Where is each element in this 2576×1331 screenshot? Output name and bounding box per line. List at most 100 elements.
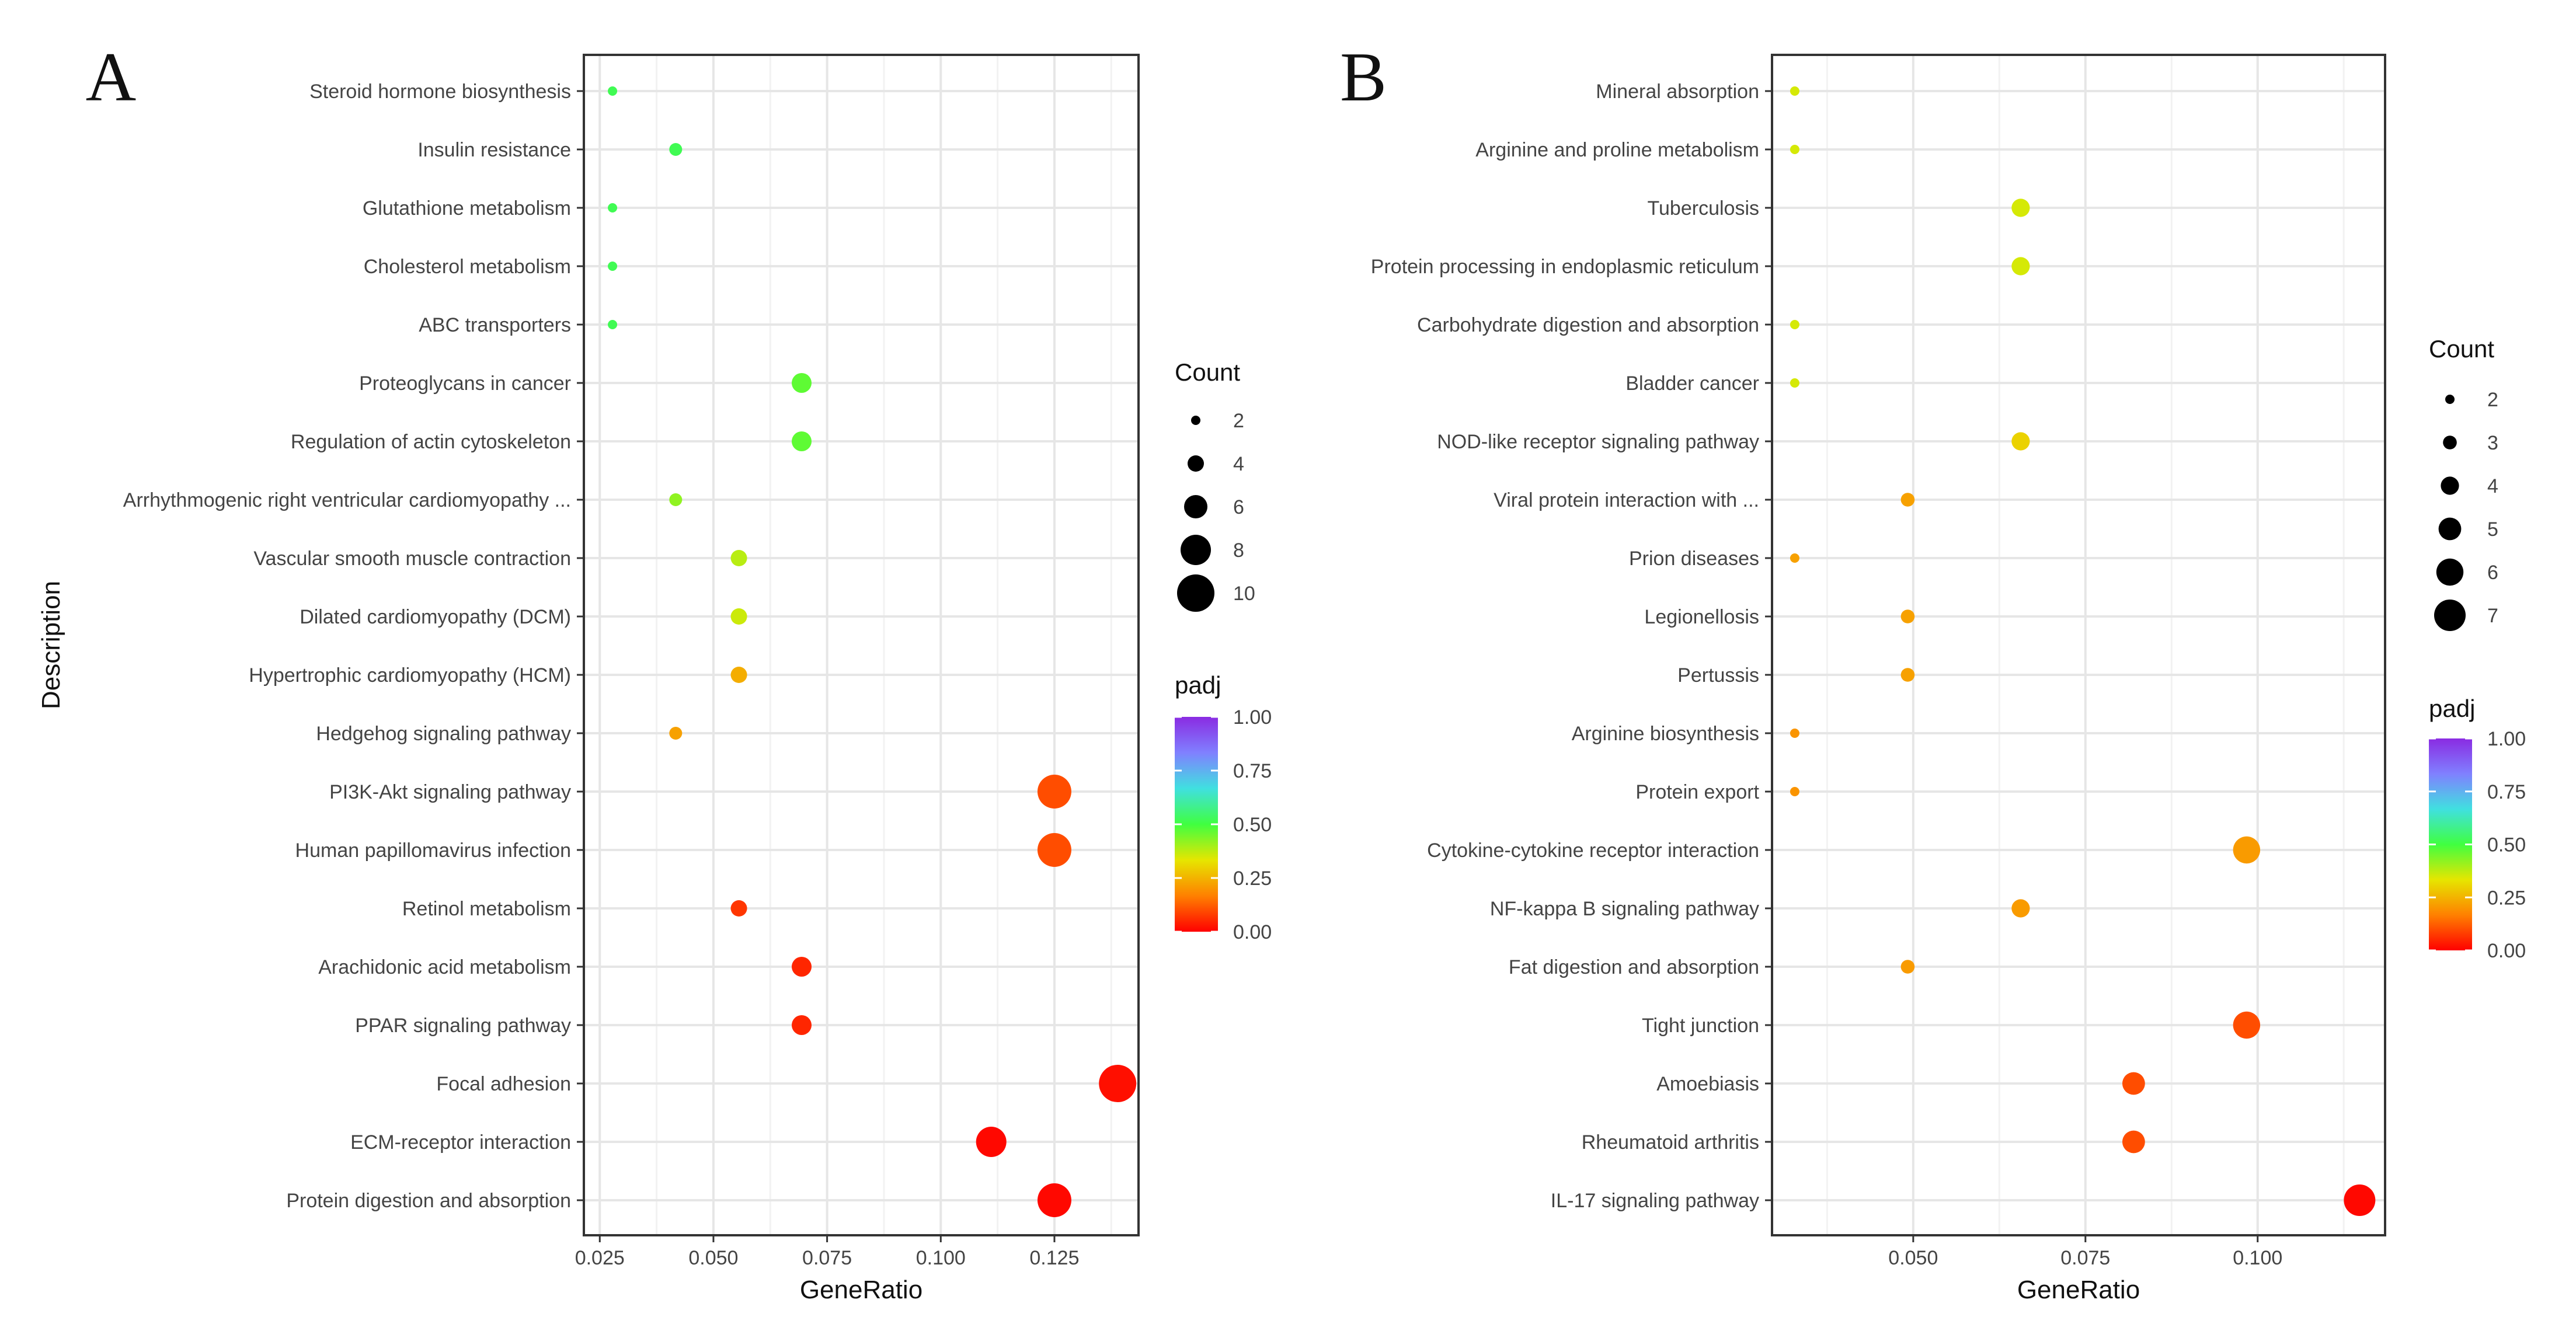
data-point <box>1037 833 1071 867</box>
data-point <box>669 143 683 156</box>
size-legend-key <box>2434 600 2466 631</box>
data-point <box>2344 1184 2376 1216</box>
size-legend-key <box>1177 574 1214 612</box>
data-point <box>2011 198 2030 217</box>
data-point <box>2233 1011 2261 1039</box>
color-legend-label: 0.75 <box>2487 781 2526 803</box>
data-point <box>608 86 618 96</box>
y-tick-label: Proteoglycans in cancer <box>359 372 571 395</box>
data-point <box>2011 257 2030 276</box>
y-tick-label: IL-17 signaling pathway <box>1551 1190 1759 1212</box>
data-point <box>1790 729 1799 738</box>
color-legend-label: 0.00 <box>2487 940 2526 962</box>
size-legend-label: 7 <box>2487 605 2498 627</box>
data-point <box>2233 836 2261 864</box>
size-legend-label: 4 <box>2487 475 2498 497</box>
y-tick-label: Protein export <box>1635 781 1759 803</box>
y-tick-label: Viral protein interaction with ... <box>1494 489 1759 511</box>
y-tick-label: NF-kappa B signaling pathway <box>1490 898 1759 920</box>
y-tick-label: Amoebiasis <box>1656 1073 1759 1095</box>
data-point <box>730 667 747 683</box>
y-tick-label: Carbohydrate digestion and absorption <box>1417 314 1759 336</box>
size-legend-label: 8 <box>1233 539 1244 562</box>
y-tick-label: PI3K-Akt signaling pathway <box>329 781 571 803</box>
data-point <box>608 320 618 329</box>
data-point <box>791 957 812 977</box>
plot-frame <box>1771 54 2386 1236</box>
y-tick-label: Insulin resistance <box>417 139 571 161</box>
data-point <box>730 900 747 917</box>
data-point <box>1037 1183 1071 1217</box>
y-tick-label: Focal adhesion <box>436 1073 571 1095</box>
y-tick-label: Glutathione metabolism <box>363 197 571 219</box>
y-tick-label: Human papillomavirus infection <box>295 839 571 862</box>
data-point <box>1900 493 1915 507</box>
data-point <box>669 727 683 740</box>
y-tick-label: Rheumatoid arthritis <box>1582 1131 1759 1154</box>
data-point <box>791 431 812 451</box>
y-tick-label: Bladder cancer <box>1625 372 1759 395</box>
data-point <box>976 1127 1007 1157</box>
data-point <box>608 262 618 271</box>
size-legend-label: 3 <box>2487 432 2498 454</box>
size-legend-label: 10 <box>1233 583 1255 605</box>
size-legend-label: 4 <box>1233 453 1244 475</box>
x-tick-label: 0.100 <box>916 1247 966 1269</box>
color-legend-label: 1.00 <box>1233 706 1272 729</box>
data-point <box>1037 775 1071 809</box>
x-tick-label: 0.100 <box>2233 1247 2282 1269</box>
x-tick-label: 0.075 <box>802 1247 852 1269</box>
size-legend-key <box>1191 416 1200 425</box>
data-point <box>2122 1072 2145 1095</box>
color-legend-bar <box>2429 738 2472 950</box>
y-axis-title: Description <box>37 581 65 709</box>
data-point <box>1790 145 1799 154</box>
y-tick-label: Vascular smooth muscle contraction <box>253 548 571 570</box>
y-tick-label: Dilated cardiomyopathy (DCM) <box>300 606 571 628</box>
y-tick-label: Tight junction <box>1642 1015 1759 1037</box>
size-legend-key <box>1181 535 1211 565</box>
data-point <box>1900 960 1915 974</box>
size-legend-key <box>2436 558 2464 586</box>
plot-frame <box>583 54 1140 1236</box>
size-legend-key <box>1188 455 1204 472</box>
color-legend-label: 0.25 <box>2487 887 2526 909</box>
y-tick-label: Mineral absorption <box>1596 81 1759 103</box>
data-point <box>1900 609 1915 623</box>
y-tick-label: Hedgehog signaling pathway <box>316 723 571 745</box>
y-tick-label: Hypertrophic cardiomyopathy (HCM) <box>249 664 571 687</box>
data-point <box>1790 86 1799 96</box>
x-axis-title: GeneRatio <box>2017 1276 2140 1304</box>
data-point <box>730 550 747 566</box>
data-point <box>1900 668 1915 682</box>
x-tick-label: 0.050 <box>688 1247 738 1269</box>
panel-a: A Steroid hormone biosynthesis Insulin res… <box>37 38 1272 1304</box>
data-point <box>669 493 683 506</box>
size-legend-key <box>2443 435 2457 450</box>
x-tick-label: 0.050 <box>1888 1247 1938 1269</box>
data-point <box>2122 1130 2145 1154</box>
y-tick-label: Steroid hormone biosynthesis <box>309 81 571 103</box>
y-tick-label: Pertussis <box>1677 664 1759 687</box>
x-tick-label: 0.025 <box>575 1247 625 1269</box>
y-tick-label: Cytokine-cytokine receptor interaction <box>1427 839 1759 862</box>
y-tick-label: Protein digestion and absorption <box>286 1190 571 1212</box>
y-tick-label: Regulation of actin cytoskeleton <box>291 431 571 453</box>
x-axis-title: GeneRatio <box>800 1276 923 1304</box>
x-tick-label: 0.125 <box>1029 1247 1079 1269</box>
y-tick-label: ABC transporters <box>419 314 571 336</box>
y-tick-label: Arginine and proline metabolism <box>1475 139 1759 161</box>
size-legend-label: 2 <box>1233 410 1244 432</box>
size-legend-key <box>1184 495 1207 518</box>
y-tick-label: Prion diseases <box>1629 548 1759 570</box>
size-legend-title: Count <box>2429 335 2494 363</box>
y-tick-label: Arginine biosynthesis <box>1572 723 1759 745</box>
data-point <box>730 608 747 625</box>
size-legend-label: 2 <box>2487 389 2498 411</box>
size-legend-key <box>2438 517 2462 541</box>
data-point <box>791 373 812 393</box>
y-tick-label: Fat digestion and absorption <box>1509 956 1759 978</box>
y-tick-label: Arrhythmogenic right ventricular cardiom… <box>123 489 571 511</box>
data-point <box>1790 787 1799 796</box>
